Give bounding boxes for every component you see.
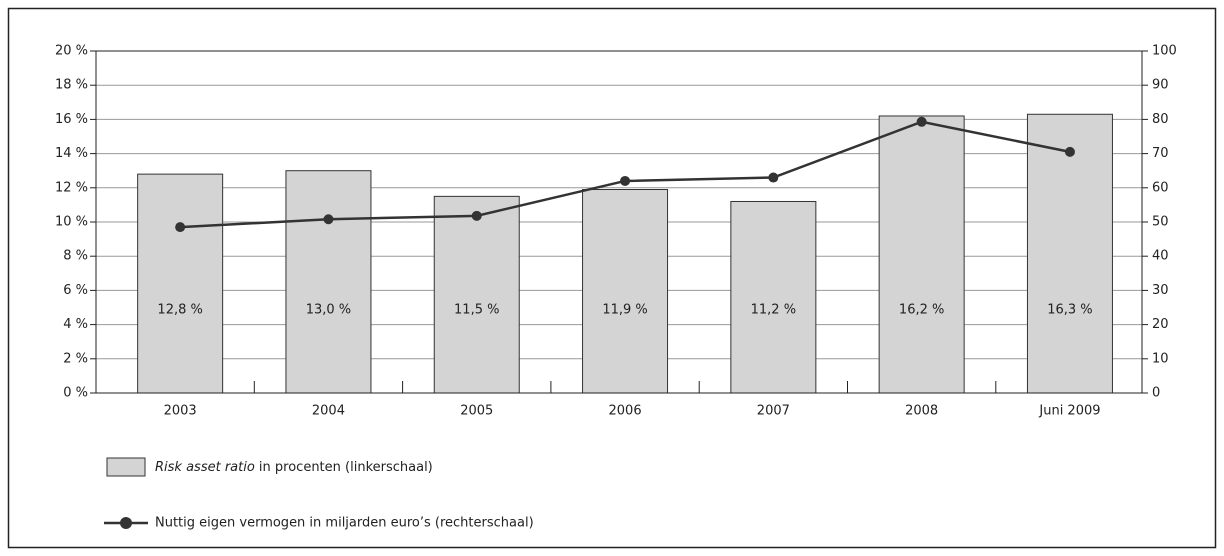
y2-tick-label: 90 <box>1152 78 1169 93</box>
y2-tick-label: 40 <box>1152 249 1169 264</box>
bar <box>1026 113 1113 394</box>
y-tick-label: 20 % <box>55 44 88 59</box>
y2-tick-label: 20 <box>1152 317 1169 332</box>
bar-label: 13,0 % <box>306 303 351 318</box>
y-tick-label: 2 % <box>63 351 88 366</box>
bar <box>582 189 669 394</box>
line-point <box>1064 146 1075 157</box>
bar <box>137 173 224 394</box>
bar-label: 16,2 % <box>899 303 944 318</box>
bar <box>878 115 965 394</box>
x-tick-label: 2005 <box>460 404 493 419</box>
bar-label: 11,2 % <box>751 303 796 318</box>
y2-tick-label: 100 <box>1152 44 1177 59</box>
y2-tick-label: 30 <box>1152 283 1169 298</box>
bar-label: 11,9 % <box>602 303 647 318</box>
line-point <box>916 116 927 127</box>
y-tick-label: 0 % <box>63 386 88 401</box>
y-tick-label: 10 % <box>55 215 88 230</box>
plot-frame <box>95 50 1143 394</box>
x-tick-label: 2008 <box>905 404 938 419</box>
y-tick-label: 16 % <box>55 112 88 127</box>
bar <box>433 195 520 394</box>
x-tick-label: 2003 <box>164 404 197 419</box>
y-tick-label: 4 % <box>63 317 88 332</box>
legend-dot <box>120 517 132 529</box>
y2-tick-label: 80 <box>1152 112 1169 127</box>
frame <box>7 7 1217 549</box>
bar <box>730 200 817 394</box>
y-tick-label: 8 % <box>63 249 88 264</box>
line-point <box>768 172 779 183</box>
line-point <box>323 214 334 225</box>
line-point <box>175 222 186 233</box>
legend-label: Risk asset ratio in procenten (linkersch… <box>155 460 433 475</box>
x-tick-label: 2007 <box>757 404 790 419</box>
bar <box>285 170 372 394</box>
y2-tick-label: 50 <box>1152 215 1169 230</box>
x-tick-label: Juni 2009 <box>1038 404 1100 419</box>
y-tick-label: 12 % <box>55 180 88 195</box>
bar-label: 11,5 % <box>454 303 499 318</box>
y2-tick-label: 60 <box>1152 180 1169 195</box>
y2-tick-label: 70 <box>1152 146 1169 161</box>
legend-label: Nuttig eigen vermogen in miljarden euro’… <box>155 516 534 531</box>
y2-tick-label: 10 <box>1152 351 1169 366</box>
bar-label: 12,8 % <box>157 303 202 318</box>
x-tick-label: 2006 <box>609 404 642 419</box>
legend-swatch <box>106 457 146 477</box>
line-point <box>620 175 631 186</box>
y-tick-label: 14 % <box>55 146 88 161</box>
y-tick-label: 6 % <box>63 283 88 298</box>
y2-tick-label: 0 <box>1152 386 1160 401</box>
line-point <box>471 210 482 221</box>
y-tick-label: 18 % <box>55 78 88 93</box>
x-tick-label: 2004 <box>312 404 345 419</box>
bar-label: 16,3 % <box>1047 303 1092 318</box>
